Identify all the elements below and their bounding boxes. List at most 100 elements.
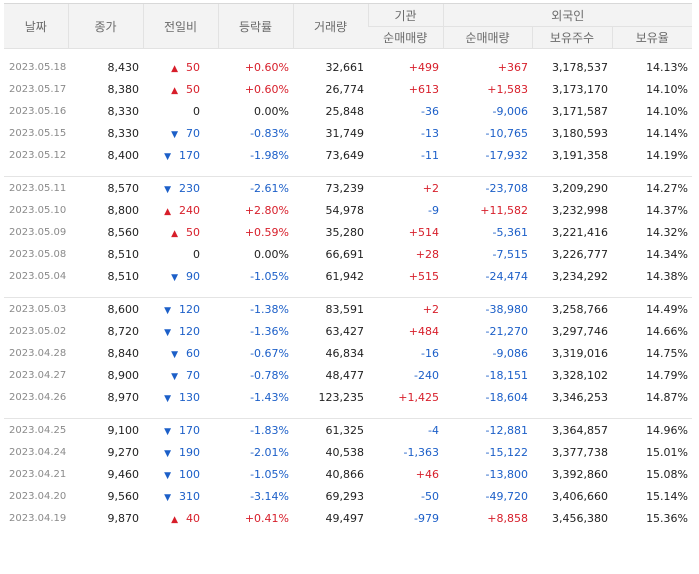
table-row: 2023.05.08 8,510 0 0.00% 66,691 +28 -7,515 3,22… <box>4 243 692 265</box>
cell-close: 8,510 <box>107 247 140 261</box>
cell-date: 2023.04.28 <box>9 347 67 359</box>
cell-foreign-hold: 3,258,766 <box>552 302 608 316</box>
cell-rate: -1.83% <box>250 423 289 437</box>
cell-close: 8,400 <box>107 148 140 162</box>
diff-value: 70 <box>186 126 200 140</box>
cell-rate: +2.80% <box>244 203 289 217</box>
diff-value: 50 <box>186 82 200 96</box>
cell-diff: ▼ 190 <box>143 441 218 463</box>
cell-foreign-ratio: 14.10% <box>646 82 689 96</box>
cell-date: 2023.05.10 <box>9 204 67 216</box>
cell-inst-net: -13 <box>421 126 439 140</box>
cell-foreign-net: -9,086 <box>492 346 528 360</box>
down-triangle-icon: ▼ <box>171 371 178 382</box>
cell-foreign-net: -13,800 <box>485 467 528 481</box>
down-triangle-icon: ▼ <box>164 448 171 459</box>
cell-foreign-hold: 3,297,746 <box>552 324 608 338</box>
cell-volume: 46,834 <box>325 346 365 360</box>
cell-rate: +0.60% <box>244 60 289 74</box>
cell-date: 2023.04.27 <box>9 369 67 381</box>
table-row: 2023.04.24 9,270 ▼ 190 -2.01% 40,538 -1,363 -15… <box>4 441 692 463</box>
cell-foreign-ratio: 15.36% <box>646 511 689 525</box>
cell-rate: -0.67% <box>250 346 289 360</box>
diff-value: 170 <box>179 423 200 437</box>
header-rate: 등락률 <box>217 3 293 49</box>
cell-foreign-net: -24,474 <box>485 269 528 283</box>
table-row: 2023.04.21 9,460 ▼ 100 -1.05% 40,866 +46 -13,80… <box>4 463 692 485</box>
cell-volume: 25,848 <box>325 104 365 118</box>
diff-value: 100 <box>179 467 200 481</box>
diff-value: 60 <box>186 346 200 360</box>
down-triangle-icon: ▼ <box>171 349 178 360</box>
diff-value: 0 <box>193 247 200 261</box>
cell-diff: ▲ 50 <box>143 56 218 78</box>
table-row: 2023.05.12 8,400 ▼ 170 -1.98% 73,649 -11 -17,93… <box>4 144 692 166</box>
cell-diff: ▲ 240 <box>143 199 218 221</box>
header-inst-net: 순매매량 <box>368 26 443 49</box>
down-triangle-icon: ▼ <box>164 305 171 316</box>
cell-diff: ▼ 100 <box>143 463 218 485</box>
cell-diff: ▼ 120 <box>143 320 218 342</box>
diff-value: 50 <box>186 60 200 74</box>
up-triangle-icon: ▲ <box>171 228 178 239</box>
cell-foreign-ratio: 14.49% <box>646 302 689 316</box>
cell-inst-net: +514 <box>408 225 439 239</box>
up-triangle-icon: ▲ <box>171 63 178 74</box>
cell-foreign-net: -15,122 <box>485 445 528 459</box>
cell-volume: 54,978 <box>325 203 365 217</box>
cell-date: 2023.04.25 <box>9 424 67 436</box>
table-row: 2023.05.11 8,570 ▼ 230 -2.61% 73,239 +2 -23,708… <box>4 177 692 200</box>
header-foreign-ratio: 보유율 <box>611 26 693 49</box>
cell-close: 9,460 <box>107 467 140 481</box>
cell-rate: -0.78% <box>250 368 289 382</box>
cell-foreign-ratio: 14.27% <box>646 181 689 195</box>
cell-foreign-hold: 3,456,380 <box>552 511 608 525</box>
cell-foreign-net: -5,361 <box>492 225 528 239</box>
cell-volume: 61,325 <box>325 423 365 437</box>
down-triangle-icon: ▼ <box>164 184 171 195</box>
cell-volume: 31,749 <box>325 126 365 140</box>
cell-foreign-hold: 3,171,587 <box>552 104 608 118</box>
header-close: 종가 <box>67 3 143 49</box>
cell-diff: ▼ 70 <box>143 122 218 144</box>
cell-foreign-hold: 3,209,290 <box>552 181 608 195</box>
cell-volume: 63,427 <box>325 324 365 338</box>
cell-foreign-net: +1,583 <box>487 82 528 96</box>
cell-volume: 73,239 <box>325 181 365 195</box>
cell-rate: +0.59% <box>244 225 289 239</box>
cell-rate: -2.01% <box>250 445 289 459</box>
cell-foreign-hold: 3,232,998 <box>552 203 608 217</box>
cell-date: 2023.04.24 <box>9 446 67 458</box>
cell-foreign-net: -12,881 <box>485 423 528 437</box>
cell-foreign-net: -17,932 <box>485 148 528 162</box>
cell-foreign-ratio: 14.66% <box>646 324 689 338</box>
header-diff: 전일비 <box>142 3 218 49</box>
cell-diff: ▼ 90 <box>143 265 218 287</box>
row-spacer <box>4 166 693 177</box>
cell-foreign-ratio: 14.75% <box>646 346 689 360</box>
cell-volume: 48,477 <box>325 368 365 382</box>
cell-rate: -1.05% <box>250 269 289 283</box>
diff-value: 190 <box>179 445 200 459</box>
cell-foreign-ratio: 14.14% <box>646 126 689 140</box>
cell-volume: 73,649 <box>325 148 365 162</box>
cell-foreign-hold: 3,346,253 <box>552 390 608 404</box>
diff-value: 170 <box>179 148 200 162</box>
table-row: 2023.05.15 8,330 ▼ 70 -0.83% 31,749 -13 -10,765… <box>4 122 692 144</box>
down-triangle-icon: ▼ <box>171 272 178 283</box>
cell-rate: -1.98% <box>250 148 289 162</box>
cell-close: 8,720 <box>107 324 140 338</box>
down-triangle-icon: ▼ <box>164 327 171 338</box>
table-row: 2023.05.03 8,600 ▼ 120 -1.38% 83,591 +2 -38,980… <box>4 298 692 321</box>
cell-close: 8,560 <box>107 225 140 239</box>
cell-foreign-ratio: 15.14% <box>646 489 689 503</box>
cell-diff: ▲ 50 <box>143 221 218 243</box>
cell-date: 2023.05.18 <box>9 61 67 73</box>
cell-foreign-hold: 3,364,857 <box>552 423 608 437</box>
cell-inst-net: +1,425 <box>398 390 439 404</box>
cell-date: 2023.05.15 <box>9 127 67 139</box>
cell-date: 2023.05.11 <box>9 182 67 194</box>
cell-foreign-net: -10,765 <box>485 126 528 140</box>
cell-diff: 0 <box>143 100 218 122</box>
